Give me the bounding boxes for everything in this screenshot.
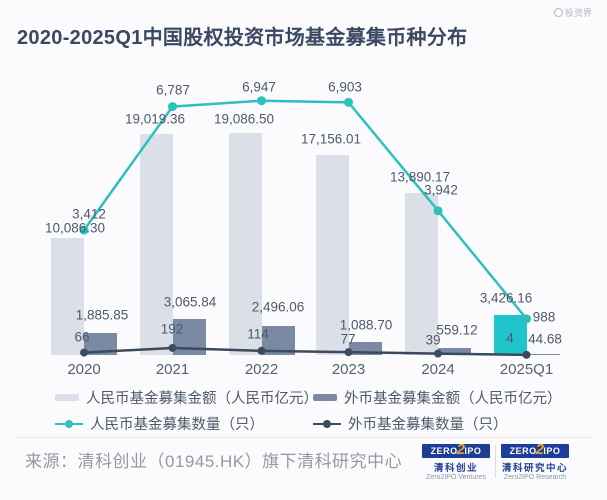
zero2ipo-ventures-logo: ZERO 2 IPO 清科创业 Zero2IPO Ventures: [422, 441, 490, 481]
legend-label-rmb-count: 人民币基金募集数量（只）: [90, 417, 264, 433]
logo-en-text: Zero2IPO Ventures: [426, 474, 486, 481]
legend-swatch-rmb-bar-icon: [55, 394, 79, 401]
logo-separator: [495, 445, 496, 478]
x-tick-2020: 2020: [67, 361, 101, 378]
x-tick-2023: 2023: [331, 361, 366, 378]
source-text: 来源：清科创业（01945.HK）旗下清科研究中心: [25, 452, 403, 471]
watermark: 投资界: [553, 6, 592, 19]
logo-two-text: 2: [535, 441, 545, 458]
legend-item-fx-amount: 外币基金募集金额（人民币亿元）: [313, 387, 562, 408]
legend-item-rmb-count: 人民币基金募集数量（只）: [55, 413, 313, 434]
zero2ipo-research-logo: ZERO 2 IPO 清科研究中心 Zero2IPO Research: [501, 441, 569, 481]
legend-label-fx-amount: 外币基金募集金额（人民币亿元）: [344, 391, 562, 407]
legend-swatch-rmb-line-icon: [55, 419, 83, 428]
label-fx-count-2021: 192: [160, 321, 184, 337]
label-rmb-count-2022: 6,947: [242, 79, 276, 95]
legend-swatch-fx-bar-icon: [313, 394, 337, 401]
label-fx-amount-2022: 2,496.06: [251, 299, 305, 315]
logo-ipo-text: IPO: [543, 446, 561, 456]
label-rmb-count-2025Q1: 988: [532, 309, 556, 325]
logo-zero-text: ZERO: [509, 446, 537, 456]
label-fx-count-2024: 39: [425, 332, 441, 348]
label-rmb-count-2020: 3,412: [72, 206, 106, 222]
bar-fx-amount-2024: [438, 348, 471, 355]
chart-title: 2020-2025Q1中国股权投资市场基金募集币种分布: [17, 27, 468, 49]
label-rmb-amount-2021: 19,019.36: [124, 111, 186, 127]
bar-rmb-amount-2022: [228, 133, 262, 355]
label-fx-count-2023: 77: [340, 331, 356, 347]
bar-fx-amount-2025Q1: [526, 354, 560, 355]
label-fx-count-2022: 114: [247, 326, 269, 342]
label-rmb-amount-2023: 17,156.01: [300, 131, 362, 147]
label-fx-amount-2025Q1: 44.68: [528, 331, 562, 347]
x-tick-2022: 2022: [244, 361, 279, 378]
label-fx-amount-2020: 1,885.85: [75, 307, 129, 323]
label-rmb-amount-2025Q1: 3,426.16: [479, 290, 533, 306]
footer-logos: ZERO 2 IPO 清科创业 Zero2IPO Ventures ZERO 2 IPO…: [422, 441, 569, 481]
label-fx-amount-2024: 559.12: [436, 322, 478, 338]
legend-item-fx-count: 外币基金募集数量（只）: [313, 413, 562, 434]
watermark-logo-icon: [553, 8, 563, 17]
logo-zero-text: ZERO: [430, 446, 458, 456]
label-fx-count-2020: 66: [74, 329, 90, 345]
label-rmb-amount-2022: 19,086.50: [213, 111, 275, 127]
legend-label-rmb-amount: 人民币基金募集金额（人民币亿元）: [86, 391, 318, 407]
logo-cn-text: 清科研究中心: [501, 463, 568, 474]
x-tick-2025Q1: 2025Q1: [499, 361, 554, 378]
legend-swatch-fx-line-icon: [313, 419, 341, 428]
point-rmb-count-2023: [344, 97, 353, 107]
logo-ipo-text: IPO: [464, 446, 482, 456]
zero2ipo-logo-icon: ZERO 2 IPO: [422, 441, 490, 458]
label-fx-amount-2023: 1,088.70: [339, 317, 393, 333]
legend-item-rmb-amount: 人民币基金募集金额（人民币亿元）: [55, 387, 318, 408]
label-fx-count-2025Q1: 4: [506, 330, 514, 346]
point-rmb-count-2022: [257, 96, 266, 106]
footer-divider: [15, 437, 592, 438]
watermark-text: 投资界: [564, 8, 592, 18]
x-tick-2021: 2021: [155, 361, 190, 378]
bar-rmb-amount-2020: [51, 237, 84, 355]
chart-legend: 人民币基金募集金额（人民币亿元） 外币基金募集金额（人民币亿元） 人民币基金募集…: [55, 387, 562, 434]
logo-en-text: Zero2IPO Research: [503, 474, 567, 481]
logo-cn-text: 清科创业: [433, 463, 478, 474]
label-rmb-amount-2020: 10,086.30: [44, 220, 106, 236]
label-rmb-count-2023: 6,903: [328, 79, 362, 95]
point-rmb-count-2021: [168, 102, 177, 112]
label-rmb-count-2024: 3,942: [424, 182, 458, 198]
zero2ipo-logo-icon: ZERO 2 IPO: [501, 441, 569, 458]
bar-rmb-amount-2024: [405, 193, 438, 355]
x-tick-2024: 2024: [421, 361, 455, 378]
label-fx-amount-2021: 3,065.84: [163, 294, 217, 310]
logo-two-text: 2: [456, 441, 466, 458]
label-rmb-count-2021: 6,787: [156, 82, 190, 98]
legend-label-fx-count: 外币基金募集数量（只）: [348, 417, 508, 433]
